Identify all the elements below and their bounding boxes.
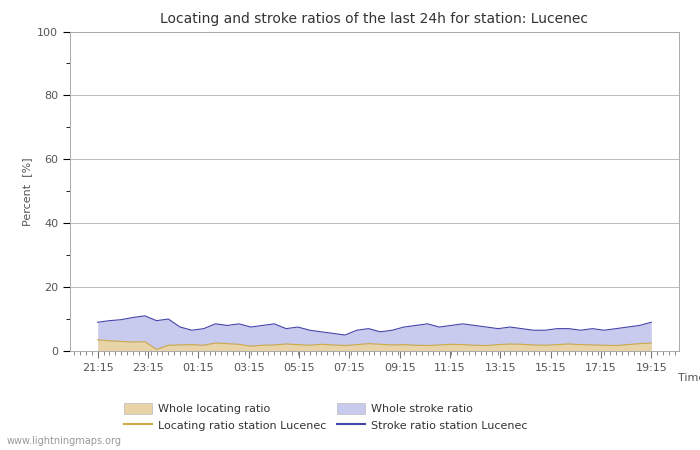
Legend: Whole locating ratio, Locating ratio station Lucenec, Whole stroke ratio, Stroke: Whole locating ratio, Locating ratio sta… [120,398,531,436]
Text: www.lightningmaps.org: www.lightningmaps.org [7,436,122,446]
X-axis label: Time: Time [678,374,700,383]
Y-axis label: Percent  [%]: Percent [%] [22,157,32,225]
Title: Locating and stroke ratios of the last 24h for station: Lucenec: Locating and stroke ratios of the last 2… [160,12,589,26]
